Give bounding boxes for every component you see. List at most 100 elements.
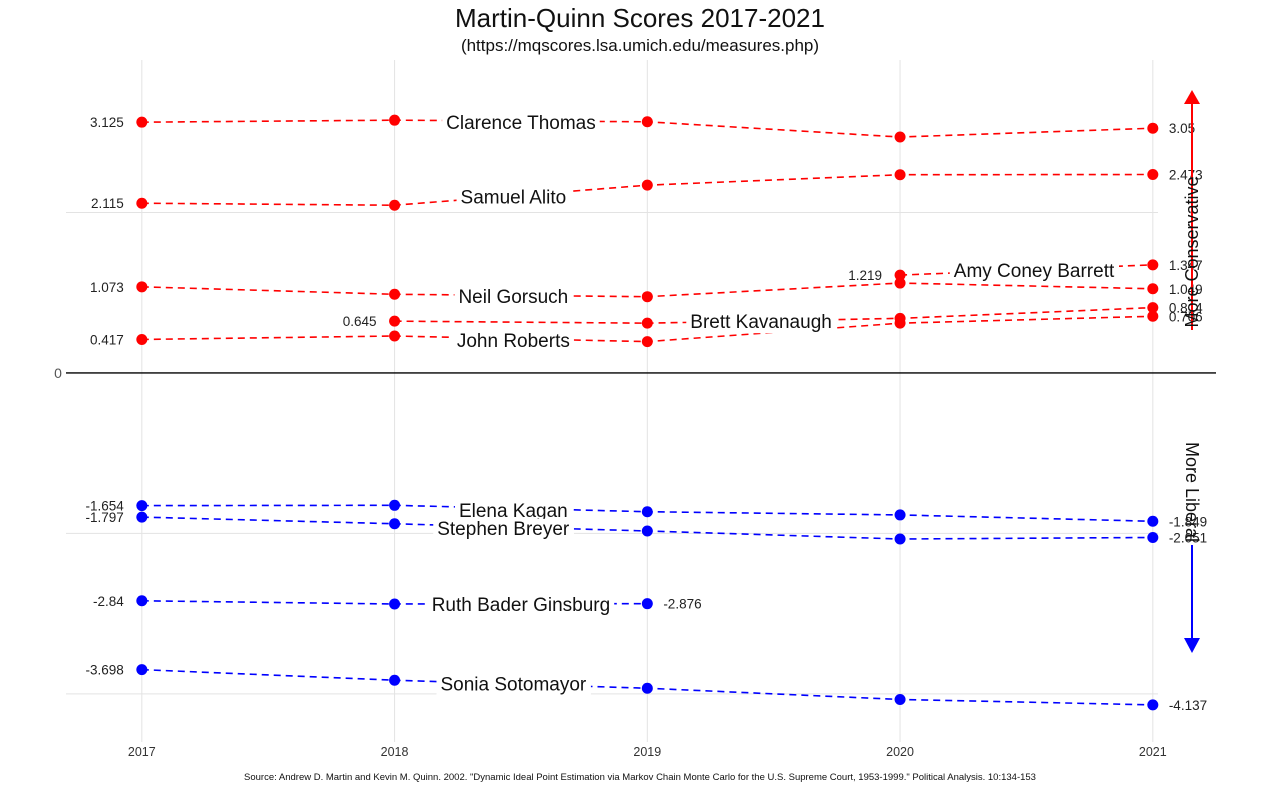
justice-name-background [442,112,600,134]
data-point [641,336,653,348]
data-point [136,595,148,607]
data-point [894,509,906,521]
data-point [389,315,401,327]
justice-name-background [454,286,573,308]
end-value-label: 2.473 [1169,167,1203,182]
data-point [136,333,148,345]
end-value-label: 1.049 [1169,282,1203,297]
x-tick-label: 2019 [633,745,661,759]
start-value-label: -1.797 [86,510,124,525]
data-point [136,116,148,128]
liberal-indicator: More Liberal [1182,442,1202,653]
data-point [1147,122,1159,134]
label-layer: 3.125 3.05 Clarence Thomas 2.115 2.473 Samuel… [86,112,1207,713]
data-point [894,169,906,181]
start-value-label: 2.115 [91,196,124,211]
y-tick-label-zero: 0 [54,365,62,381]
justice-name-background [452,331,574,353]
end-value-label: -2.876 [663,597,701,612]
data-point [136,511,148,523]
chart-subtitle: (https://mqscores.lsa.umich.edu/measures… [461,36,819,55]
x-tick-label: 2020 [886,745,914,759]
justice-name-label: Brett Kavanaugh [690,312,832,333]
data-point [894,269,906,281]
justice-name-background [686,312,836,334]
justice-name-label: Samuel Alito [461,187,567,208]
liberal-arrow-head [1184,638,1200,653]
end-value-label: -1.849 [1169,514,1207,529]
data-point [641,598,653,610]
source-note: Source: Andrew D. Martin and Kevin M. Qu… [244,772,1036,783]
data-point [136,500,148,512]
data-point [136,281,148,293]
data-point [1147,168,1159,180]
data-point [1147,302,1159,314]
data-point [389,288,401,300]
justice-name-label: John Roberts [457,331,570,352]
end-value-label: -4.137 [1169,698,1207,713]
data-point [1147,699,1159,711]
data-point [641,682,653,694]
x-tick-label: 2017 [128,745,156,759]
x-tick-label: 2021 [1139,745,1167,759]
data-point [1147,531,1159,543]
data-point [1147,283,1159,295]
grid-layer [66,60,1158,742]
justice-name-background [456,187,571,209]
data-point [894,131,906,143]
justice-name-label: Amy Coney Barrett [954,261,1115,282]
justice-name-background [427,594,615,616]
data-point [136,664,148,676]
data-point [389,598,401,610]
data-point [389,499,401,511]
justice-name-label: Sonia Sotomayor [440,674,586,695]
series-line [394,306,1153,324]
justice-name-background [949,261,1119,283]
start-value-label: 1.073 [90,280,124,295]
justice-name-background [433,518,574,540]
data-point [894,312,906,324]
data-point [641,506,653,518]
data-point [641,116,653,128]
data-point [389,674,401,686]
data-point [389,199,401,211]
start-value-label: -2.84 [93,594,124,609]
conservative-label: More Conservative [1182,176,1202,327]
conservative-arrow-head [1184,90,1200,104]
data-point [389,114,401,126]
data-point [389,518,401,530]
conservative-indicator: More Conservative [1182,90,1202,330]
justice-name-label: Ruth Bader Ginsburg [432,595,611,616]
data-point [389,330,401,342]
start-value-label: 3.125 [90,115,124,130]
start-value-label: 0.645 [343,314,377,329]
axis-layer: 2017 2018 2019 2020 2021 0 [54,365,1216,759]
data-point [1147,259,1159,271]
data-point [641,291,653,303]
data-point [894,533,906,545]
data-point [641,525,653,537]
justice-name-background [436,674,591,696]
end-value-label: 1.347 [1169,258,1203,273]
data-point [1147,515,1159,527]
data-point [894,693,906,705]
end-value-label: 3.05 [1169,121,1195,136]
start-value-label: -1.654 [86,499,125,514]
x-tick-label: 2018 [381,745,409,759]
chart-title: Martin-Quinn Scores 2017-2021 [455,3,825,33]
justice-name-label: Stephen Breyer [437,519,570,540]
justice-name-background [454,501,572,523]
justice-name-label: Clarence Thomas [446,113,596,134]
end-value-label: -2.051 [1169,530,1207,545]
data-point [641,317,653,329]
data-point [641,179,653,191]
start-value-label: -3.698 [86,663,124,678]
justice-name-label: Neil Gorsuch [458,287,568,308]
series-layer [136,114,1159,711]
data-point [894,277,906,289]
start-value-label: 0.417 [90,332,124,347]
end-value-label: 0.706 [1169,309,1203,324]
end-value-label: 0.814 [1169,301,1203,316]
data-point [136,197,148,209]
